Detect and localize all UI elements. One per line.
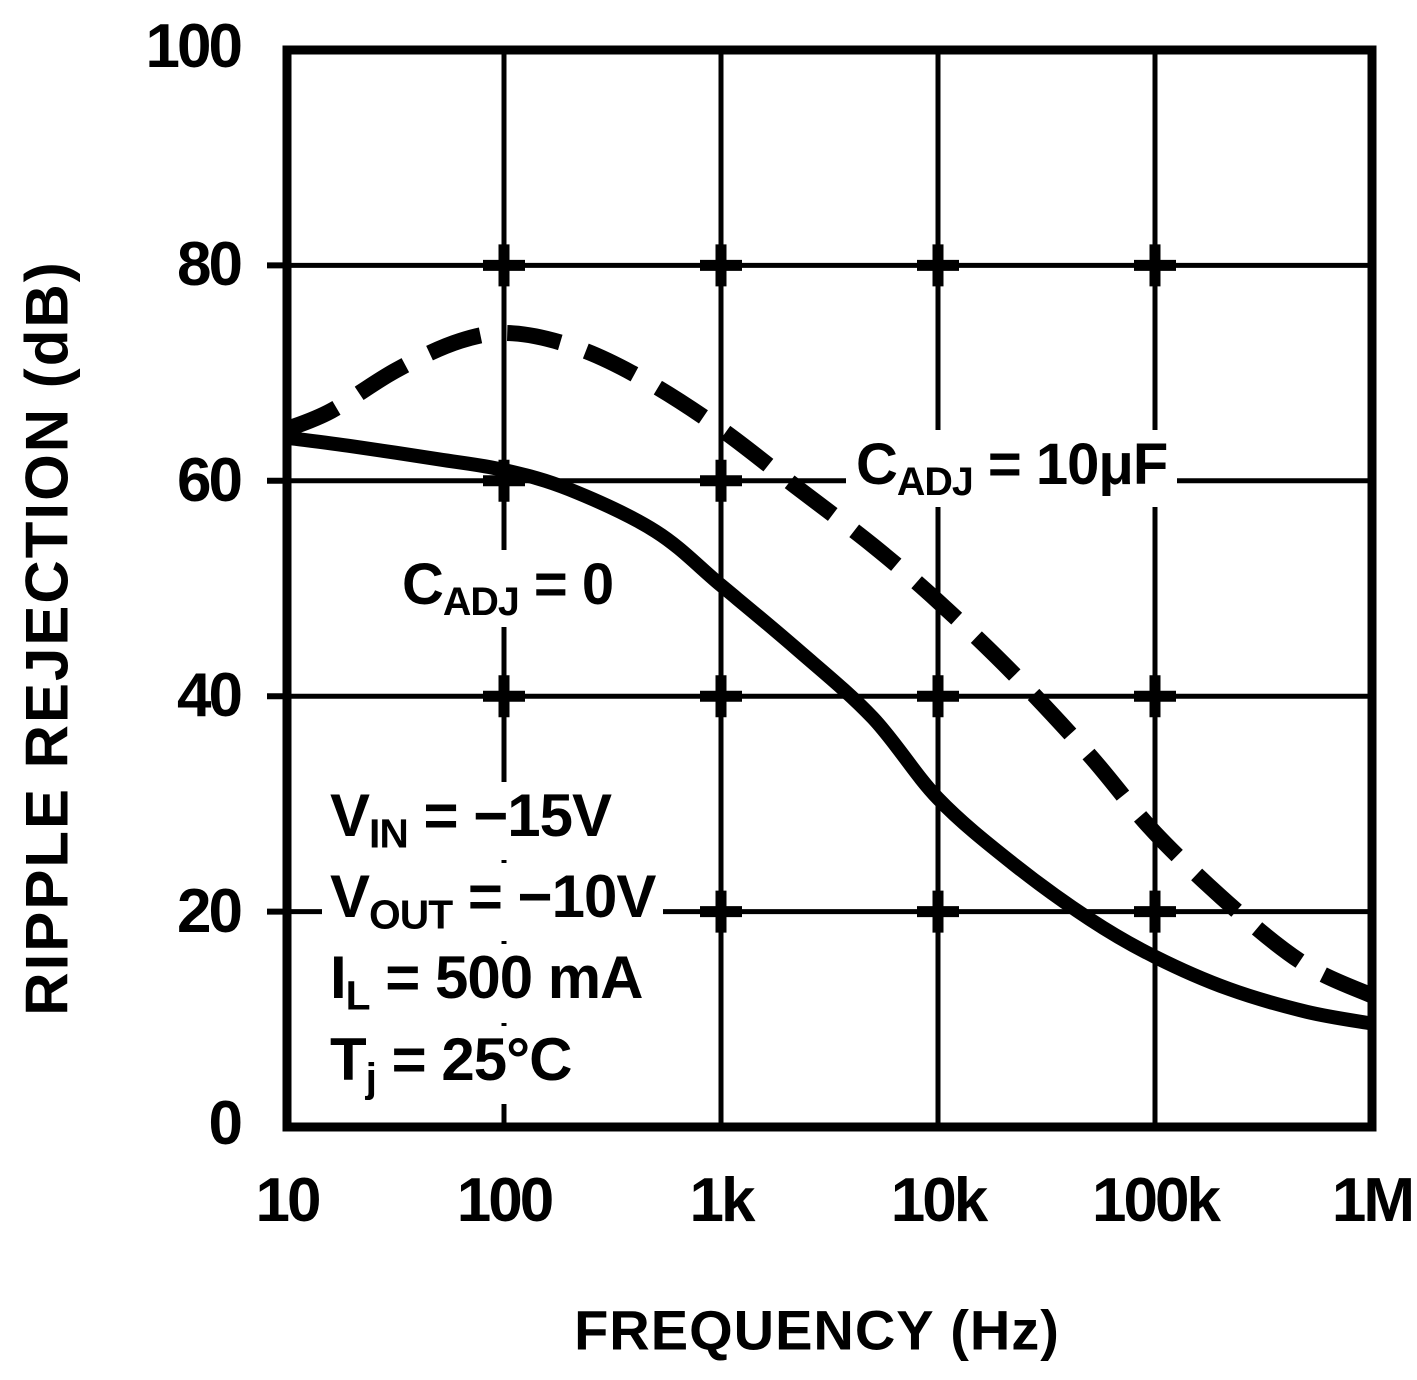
y-axis-title: RIPPLE REJECTION (dB) <box>13 260 81 1016</box>
curve-label-text: C <box>856 432 898 497</box>
y-tick-label: 20 <box>177 877 243 946</box>
y-tick-label: 0 <box>208 1089 244 1158</box>
y-tick-label: 80 <box>177 230 243 299</box>
condition-subscript: L <box>345 972 371 1019</box>
condition-text: = 500 mA <box>369 944 643 1012</box>
x-tick-label: 100 <box>456 1166 554 1235</box>
condition-text: = −15V <box>407 782 613 849</box>
x-tick-label: 1M <box>1331 1166 1415 1235</box>
condition-tj: Tj = 25°C <box>322 1025 580 1104</box>
y-tick-label: 40 <box>177 661 243 730</box>
x-tick-label: 10k <box>890 1166 988 1235</box>
curve-label-text: = 10μF <box>972 432 1168 497</box>
curve-label-subscript: ADJ <box>896 460 974 505</box>
y-tick-label: 60 <box>177 446 243 515</box>
condition-il: IL = 500 mA <box>322 944 651 1023</box>
condition-text: = 25°C <box>376 1025 573 1093</box>
x-axis-title: FREQUENCY (Hz) <box>574 1298 1060 1362</box>
condition-text: = −10V <box>452 863 657 931</box>
test-conditions: VIN = −15V VOUT = −10V IL = 500 mA Tj = … <box>322 782 664 1107</box>
condition-text: V <box>330 782 370 849</box>
condition-subscript: j <box>365 1054 377 1101</box>
x-tick-label: 100k <box>1092 1166 1221 1235</box>
curve-label-text: C <box>402 552 444 617</box>
curve-label-cadj-0: CADJ = 0 <box>392 550 624 628</box>
condition-vout: VOUT = −10V <box>322 863 664 942</box>
condition-text: V <box>330 863 370 931</box>
curve-label-cadj-10uf: CADJ = 10μF <box>846 430 1178 508</box>
curve-label-text: = 0 <box>518 552 614 617</box>
condition-text: T <box>330 1025 367 1093</box>
condition-text: I <box>330 944 347 1012</box>
x-tick-label: 10 <box>255 1166 322 1235</box>
curve-label-subscript: ADJ <box>442 580 520 625</box>
condition-subscript: IN <box>369 810 409 857</box>
condition-subscript: OUT <box>369 891 453 938</box>
y-tick-label: 100 <box>145 12 243 81</box>
condition-vin: VIN = −15V <box>322 782 620 861</box>
x-tick-label: 1k <box>689 1166 756 1235</box>
